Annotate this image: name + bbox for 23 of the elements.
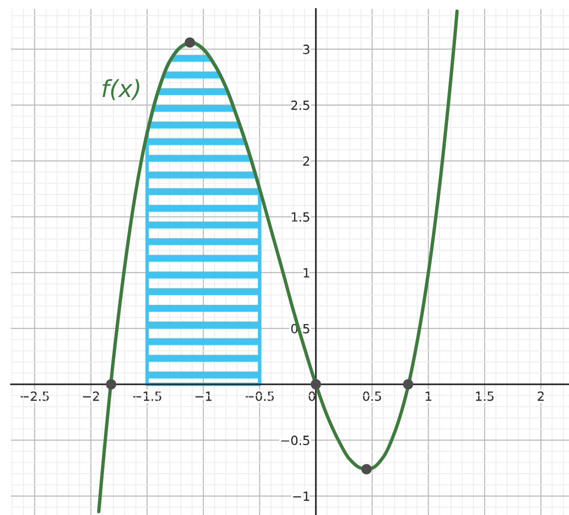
x-tick-label: −2 (82, 391, 99, 401)
x-tick-label: 1.5 (476, 392, 494, 401)
y-tick-label: 1 (304, 268, 310, 278)
series-label: f(x) (102, 79, 140, 100)
point (310, 379, 322, 390)
y-tick-label: −0.5 (281, 436, 310, 446)
x-tick-label: −1 (195, 392, 212, 401)
y-tick-label: 3 (303, 44, 310, 54)
x-tick-label: 0 (308, 391, 316, 401)
point (402, 379, 414, 390)
point (184, 37, 196, 48)
y-tick-label: 1.5 (292, 212, 310, 222)
y-tick-label: 2 (303, 156, 310, 166)
point (106, 379, 116, 390)
x-tick-label: −1.5 (133, 392, 162, 401)
point (361, 464, 372, 474)
x-tick-label: 1 (426, 392, 432, 401)
y-tick-label: 2.5 (291, 100, 310, 110)
y-tick-label: −1 (293, 492, 310, 501)
x-tick-label: −2.5 (20, 391, 49, 401)
x-tick-label: 2 (538, 391, 544, 401)
x-tick-label: −0.5 (246, 391, 274, 401)
x-tick-label: 0.5 (363, 391, 381, 401)
